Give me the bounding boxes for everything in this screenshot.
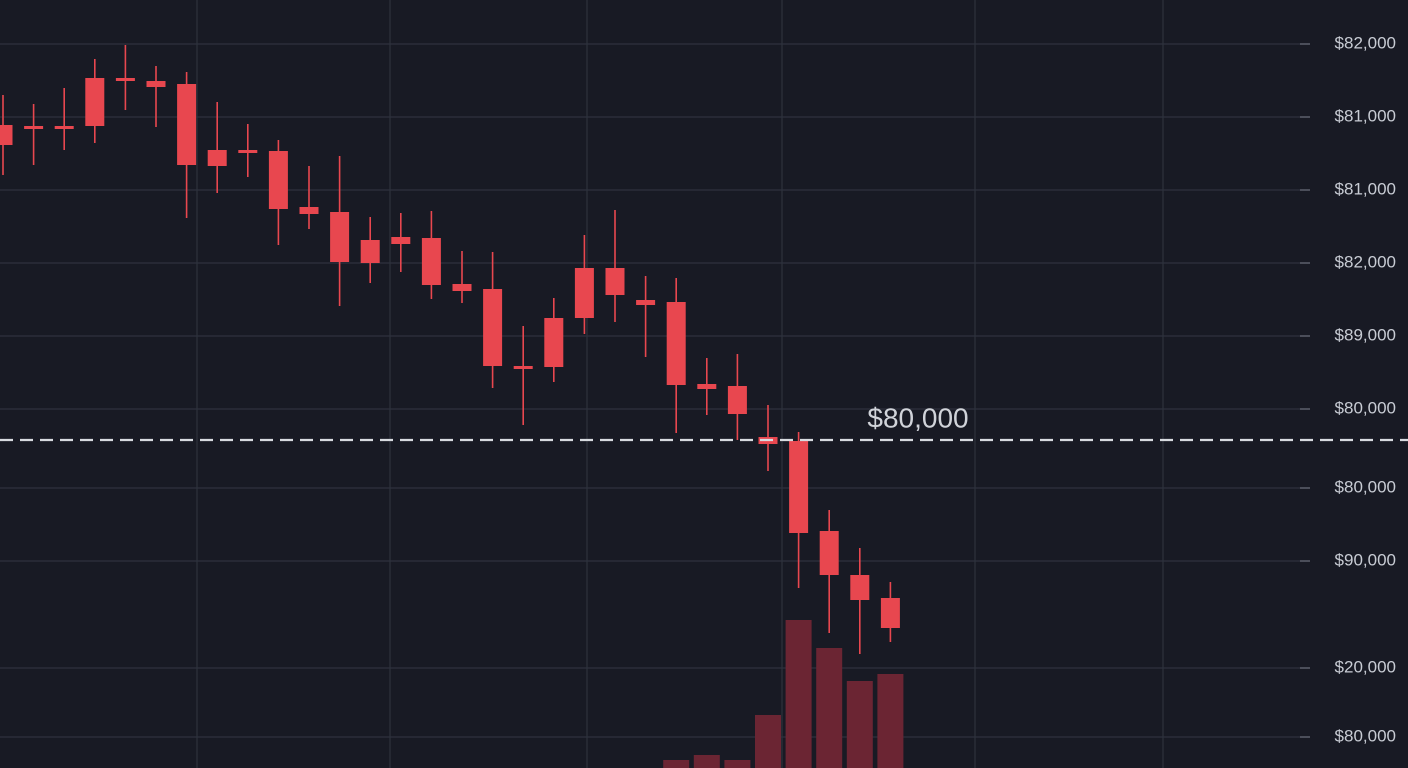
y-tick-label: $82,000: [1335, 33, 1396, 52]
volume-bar: [816, 648, 843, 768]
candle-body: [391, 237, 411, 244]
candle-body: [54, 126, 74, 129]
candle-body: [24, 126, 44, 129]
candle-body: [330, 212, 350, 262]
y-tick-label: $81,000: [1335, 179, 1396, 198]
candle-body: [115, 78, 135, 81]
candle-body: [207, 150, 227, 166]
candle-body: [238, 150, 258, 153]
candle-body: [666, 302, 686, 385]
candle-body: [146, 81, 166, 87]
candle-body: [483, 289, 503, 366]
y-tick-label: $20,000: [1335, 657, 1396, 676]
candle-body: [452, 284, 472, 291]
y-tick-label: $82,000: [1335, 252, 1396, 271]
candle-body: [574, 268, 594, 318]
y-tick-label: $80,000: [1335, 726, 1396, 745]
y-tick-label: $80,000: [1335, 398, 1396, 417]
candle-body: [544, 318, 564, 367]
volume-bar: [663, 760, 690, 768]
candle-body: [819, 531, 839, 575]
candle-body: [177, 84, 197, 165]
volume-bar: [846, 681, 873, 768]
vertical-grid: [196, 0, 1164, 768]
candle-body: [850, 575, 870, 600]
candle-body: [0, 125, 13, 145]
volume-bar: [877, 674, 904, 768]
reference-label: $80,000: [867, 402, 968, 433]
volume-bar: [755, 715, 781, 768]
y-tick-label: $80,000: [1335, 477, 1396, 496]
volume-bar: [693, 755, 720, 768]
candle-body: [697, 384, 717, 389]
candle-body: [789, 441, 809, 533]
candle-body: [880, 598, 900, 628]
candle-body: [513, 366, 533, 369]
volume-bar: [724, 760, 751, 768]
volume-bar: [785, 620, 812, 768]
candle-body: [605, 268, 625, 295]
candle-body: [299, 207, 319, 214]
candle-body: [268, 151, 288, 209]
candle-body: [421, 238, 441, 285]
candle-body: [360, 240, 380, 263]
candle-body: [85, 78, 105, 126]
y-tick-label: $89,000: [1335, 325, 1396, 344]
candle-body: [727, 386, 747, 414]
y-tick-label: $81,000: [1335, 106, 1396, 125]
candle-body: [636, 300, 656, 305]
y-tick-label: $90,000: [1335, 550, 1396, 569]
